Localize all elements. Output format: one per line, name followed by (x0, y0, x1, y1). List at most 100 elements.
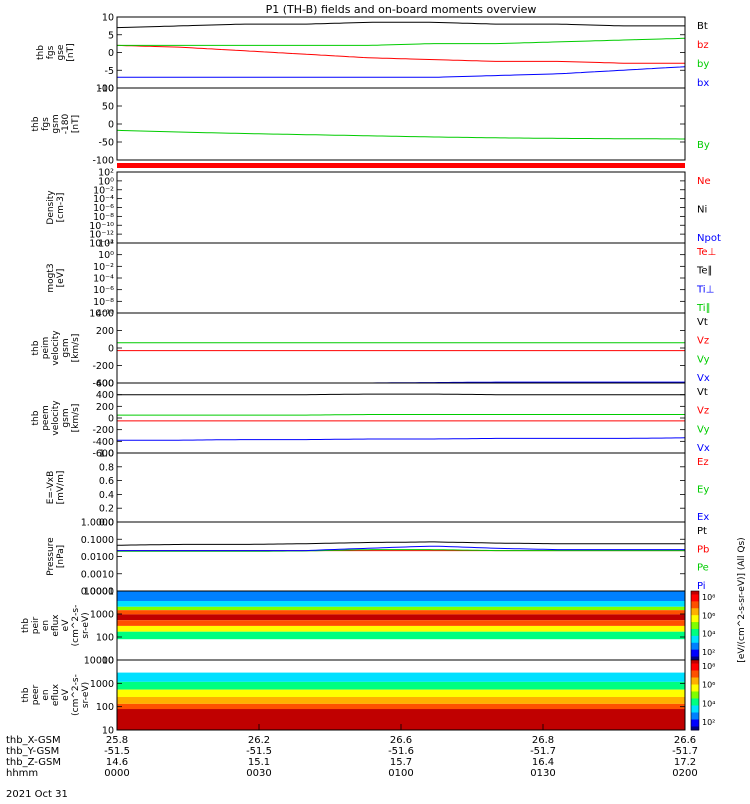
y-tick-label: 10⁰ (98, 250, 114, 261)
x-tick-label: 17.2 (674, 757, 696, 768)
y-tick-label: 0.6 (99, 476, 114, 487)
legend-Vt: Vt (697, 387, 708, 398)
y-axis-label: [nT] (71, 115, 81, 133)
y-axis-label: gsm (51, 114, 61, 133)
y-axis-label: thb (21, 618, 31, 633)
x-tick-label: 25.8 (106, 735, 128, 746)
colorbar-segment (691, 594, 699, 599)
y-axis-label: gsm (61, 338, 71, 357)
y-tick-label: 10⁻¹⁰ (89, 309, 114, 320)
y-axis-label: gsm (61, 408, 71, 427)
y-axis-label: [eV] (56, 269, 66, 288)
y-axis-label: [nPa] (56, 545, 66, 568)
legend-Ex: Ex (697, 512, 709, 523)
colorbar-label: [eV/(cm^2-s-sr-eV)] (All Qs) (737, 537, 747, 662)
band-2 (117, 681, 685, 690)
x-axis: thb_X-GSM 25.8 26.2 26.6 26.8 26.6 thb_Y-GSM -5… (6, 724, 698, 779)
colorbar-tick-label: 10² (702, 718, 715, 727)
y-tick-label: -200 (92, 361, 114, 372)
band-4 (117, 614, 685, 621)
y-tick-label: 200 (96, 402, 114, 413)
colorbar-segment (691, 695, 699, 699)
y-tick-label: 10000 (84, 587, 114, 598)
y-axis-label: eV (61, 619, 71, 632)
date-label: 2021 Oct 31 (6, 789, 68, 800)
x-tick-label: 0030 (246, 768, 271, 779)
y-tick-label: 5 (108, 30, 114, 41)
x-tick-label: 0130 (530, 768, 555, 779)
y-tick-label: -50 (98, 138, 114, 149)
colorbar-frame (690, 659, 700, 731)
y-tick-label: 10⁻² (93, 185, 114, 196)
colorbar-segment (691, 615, 699, 620)
colorbar-segment (691, 604, 699, 609)
y-axis-label: eflux (51, 614, 61, 637)
quality-flag-bar (117, 163, 685, 168)
colorbar-segment (691, 608, 699, 613)
y-tick-label: 0.8 (99, 462, 114, 473)
x-tick-label: 0100 (388, 768, 413, 779)
colorbar-segment (691, 712, 699, 717)
y-tick-label: 10² (98, 168, 114, 179)
colorbar-segment (691, 618, 699, 623)
y-tick-label: 0 (108, 414, 114, 425)
legend-Npot: Npot (697, 233, 721, 244)
y-tick-label: 50 (102, 102, 114, 113)
y-tick-label: 100 (96, 84, 114, 95)
x-tick-label: 26.6 (390, 735, 412, 746)
y-tick-label: 10 (102, 656, 114, 667)
y-axis-label: Pressure (46, 537, 56, 576)
colorbar-segment (691, 681, 699, 685)
colorbar-segment (691, 660, 699, 664)
y-axis-label: thb (31, 410, 41, 425)
legend-Ti⊥: Ti⊥ (696, 284, 714, 295)
y-tick-label: 1.0000 (81, 518, 114, 529)
y-tick-label: 600 (96, 379, 114, 390)
series-Vy (117, 414, 685, 416)
legend-Vx: Vx (697, 373, 710, 384)
colorbar-tick-label: 10⁸ (702, 662, 715, 671)
panel-efield: Ez Ey Ex 1.0 0.8 0.6 0.4 0.2 0.0 E=-VxB [mV/m] (46, 449, 709, 529)
y-axis-label: Density (46, 190, 56, 225)
band-4 (117, 696, 685, 704)
series-Pt (117, 541, 685, 546)
y-axis-label: sr-eV) (81, 612, 91, 638)
y-tick-label: -400 (92, 437, 114, 448)
y-axis-label: thb (31, 340, 41, 355)
colorbar-segment (691, 611, 699, 616)
colorbar-tick-label: 10⁴ (702, 630, 715, 639)
colorbar-segment (691, 667, 699, 671)
x-tick-label: 15.1 (248, 757, 270, 768)
colorbar-segment (691, 601, 699, 606)
panel-frame (116, 171, 686, 244)
panel-frame (116, 242, 686, 314)
y-tick-label: 1.0 (99, 449, 114, 460)
series-Pi (117, 545, 685, 552)
y-axis-label: en (41, 689, 51, 700)
panel-frame (116, 312, 686, 384)
x-tick-label: -51.6 (388, 746, 414, 757)
series-bx (117, 66, 686, 78)
legend-Te∥: Te∥ (696, 266, 713, 277)
band-2 (117, 606, 685, 611)
series-By (116, 129, 685, 140)
x-tick-label: 26.6 (674, 735, 696, 746)
band-3 (117, 610, 685, 615)
y-tick-label: 1000 (90, 679, 114, 690)
colorbar-segment (691, 705, 699, 710)
y-tick-label: 10⁻¹⁰ (89, 221, 114, 232)
band-6 (117, 625, 685, 632)
y-tick-label: 0.1000 (81, 535, 114, 546)
x-row-label: thb_Y-GSM (6, 746, 59, 757)
colorbar-segment (691, 709, 699, 713)
panel-density: NeNiNpot10²10⁰10⁻²10⁻⁴10⁻⁶10⁻⁸10⁻¹⁰10⁻¹²… (46, 168, 721, 250)
y-tick-label: 400 (96, 390, 114, 401)
y-axis-label: [mV/m] (56, 471, 66, 505)
colorbar-segment (691, 632, 699, 637)
x-tick-label: -51.7 (672, 746, 698, 757)
y-tick-label: 0.0 (99, 518, 114, 529)
panel-fgs_gse: Bt bz by bx 10 5 0 -5 -10 thb fgs gse [nT] (36, 13, 709, 95)
y-tick-label: 10⁻² (93, 262, 114, 273)
y-tick-label: 10 (102, 13, 114, 24)
